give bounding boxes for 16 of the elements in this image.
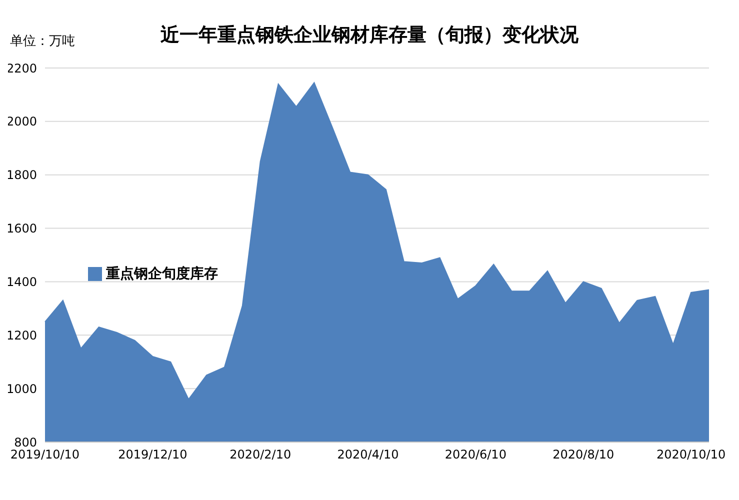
y-tick-label: 1000 [6,382,37,396]
x-tick-label: 2020/10/10 [656,448,726,462]
x-tick-label: 2020/6/10 [444,448,506,462]
x-tick-label: 2020/2/10 [230,448,292,462]
y-tick-label: 1400 [6,274,37,289]
x-tick-label: 2020/8/10 [552,448,614,462]
x-tick-label: 2020/4/10 [337,448,399,462]
x-tick-label: 2019/12/10 [118,448,188,462]
x-tick-label: 2019/10/10 [10,448,80,462]
y-tick-label: 1800 [6,168,37,182]
y-tick-label: 800 [14,435,37,450]
y-tick-label: 1600 [6,222,37,236]
chart-title: 近一年重点钢铁企业钢材库存量（旬报）变化状况 [160,24,578,46]
legend-label: 重点钢企旬度库存 [106,266,218,282]
y-tick-label: 1200 [6,328,37,342]
y-axis-title: 单位：万吨 [10,33,75,50]
